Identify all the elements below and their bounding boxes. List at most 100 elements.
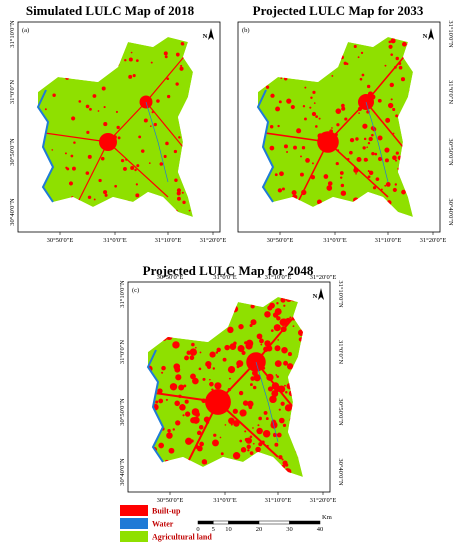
built-up-patch	[313, 102, 316, 105]
built-up-patch	[190, 417, 197, 424]
built-up-patch	[143, 118, 148, 123]
built-up-patch	[281, 187, 285, 191]
built-up-patch	[103, 190, 108, 195]
road	[107, 101, 147, 143]
built-up-patch	[250, 319, 257, 326]
lat-label: 30°40'0"N	[337, 458, 344, 486]
built-up-patch	[185, 437, 193, 445]
built-up-patch	[281, 458, 284, 461]
built-up-patch	[274, 173, 278, 177]
map-panel: (a) N 30°50'0"E 31°0'0"E 31°10'0"E 31°20'0"E 3…	[9, 20, 226, 244]
built-up-patch	[278, 408, 281, 411]
built-up-patch	[392, 187, 397, 193]
scale-segment	[289, 520, 321, 525]
built-up-patch	[227, 326, 234, 334]
built-up-patch	[100, 156, 105, 161]
built-up-patch	[153, 122, 157, 127]
built-up-patch	[172, 428, 175, 431]
north-arrow	[208, 28, 214, 40]
built-up-patch	[273, 435, 276, 438]
lat-label: 31°0'0"N	[9, 80, 16, 104]
built-up-patch	[366, 146, 368, 149]
built-up-patch	[375, 177, 380, 181]
built-up-patch	[157, 388, 163, 394]
built-up-patch	[178, 384, 185, 391]
built-up-patch	[361, 73, 365, 77]
built-up-patch	[311, 162, 314, 165]
built-up-patch	[265, 417, 269, 421]
built-up-patch	[302, 105, 306, 108]
built-up-patch	[159, 162, 164, 166]
built-up-patch	[387, 102, 394, 109]
built-up-patch	[269, 124, 274, 129]
lat-label: 31°0'0"N	[447, 80, 454, 104]
built-up-patch	[167, 428, 171, 433]
built-up-patch	[233, 420, 240, 427]
built-up-patch	[176, 191, 181, 196]
built-up-patch	[191, 342, 195, 347]
built-up-patch	[238, 390, 244, 396]
lat-label: 31°10'0"N	[447, 20, 454, 48]
panel-label: (b)	[242, 27, 250, 34]
road	[145, 101, 184, 148]
built-up-patch	[384, 147, 390, 153]
built-up-patch	[249, 323, 253, 328]
built-up-patch	[158, 398, 164, 404]
built-up-patch	[179, 404, 186, 411]
built-up-patch	[395, 151, 399, 155]
built-up-patch	[244, 430, 247, 433]
built-up-patch	[340, 176, 343, 179]
built-up-patch	[198, 425, 204, 430]
built-up-patch	[276, 375, 279, 378]
built-up-patch	[196, 430, 202, 436]
built-up-patch	[327, 181, 333, 186]
river	[256, 89, 275, 203]
built-up-patch	[195, 346, 197, 349]
scale-unit: Km	[322, 514, 332, 521]
built-up-patch	[174, 400, 180, 407]
built-up-patch	[209, 351, 216, 358]
built-up-patch	[93, 198, 96, 201]
built-up-patch	[87, 154, 92, 159]
built-up-patch	[212, 367, 216, 370]
built-up-patch	[385, 117, 391, 123]
map-title: Projected LULC Map for 2048	[143, 263, 314, 278]
built-up-patch	[249, 451, 254, 455]
built-up-patch	[355, 137, 359, 141]
built-up-patch	[371, 133, 374, 137]
built-up-patch	[158, 442, 165, 449]
built-up-patch	[174, 178, 178, 183]
built-up-patch	[140, 149, 145, 153]
built-up-patch	[286, 98, 292, 104]
built-up-patch	[198, 367, 202, 371]
built-up-patch	[258, 416, 262, 421]
built-up-patch	[260, 343, 263, 346]
scale-segment	[258, 520, 290, 525]
built-up-patch	[166, 77, 170, 81]
built-up-patch	[309, 106, 312, 109]
lon-label: 31°10'0"E	[265, 497, 292, 504]
built-up-patch	[73, 141, 76, 144]
road	[297, 141, 329, 203]
lat-label: 30°50'0"N	[447, 138, 454, 166]
built-up-patch	[188, 209, 191, 212]
built-up-patch	[311, 111, 317, 117]
built-up-patch	[318, 117, 321, 120]
built-up-patch	[312, 90, 316, 94]
built-up-patch	[286, 363, 294, 370]
built-up-patch	[276, 432, 282, 438]
built-up-patch	[184, 355, 189, 361]
built-up-patch	[341, 103, 345, 108]
river	[146, 349, 165, 463]
built-up-patch	[232, 452, 241, 460]
built-up-patch	[138, 135, 142, 139]
built-up-patch	[293, 145, 297, 150]
lat-label: 31°0'0"N	[119, 340, 126, 364]
built-up-patch	[219, 436, 222, 439]
built-up-patch	[367, 175, 371, 179]
built-up-patch	[280, 297, 286, 303]
road	[365, 101, 404, 148]
built-up-patch	[282, 423, 287, 428]
built-up-patch	[273, 324, 281, 332]
